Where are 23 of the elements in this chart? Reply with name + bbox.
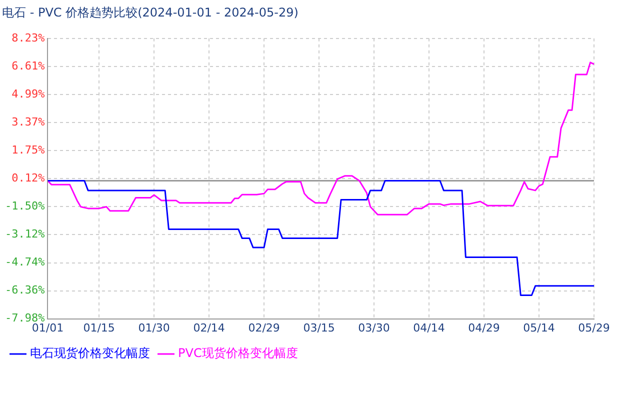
- y-tick-label: 1.75%: [12, 143, 46, 156]
- y-tick-label: -1.50%: [4, 200, 46, 213]
- y-tick-label: 4.99%: [12, 87, 46, 100]
- chart-title: 电石 - PVC 价格趋势比较(2024-01-01 - 2024-05-29): [2, 5, 298, 20]
- y-tick-label: -3.12%: [4, 228, 46, 241]
- x-tick-label: 05/29: [578, 321, 610, 334]
- x-tick-label: 02/14: [193, 321, 225, 334]
- y-tick-label: -6.36%: [4, 284, 46, 297]
- x-tick-label: 05/14: [523, 321, 555, 334]
- legend-label: 电石现货价格变化幅度: [30, 346, 150, 360]
- x-tick-label: 04/14: [413, 321, 445, 334]
- x-tick-label: 04/29: [468, 321, 500, 334]
- y-tick-label: 0.12%: [12, 172, 46, 185]
- y-tick-label: -4.74%: [4, 256, 46, 269]
- x-tick-label: 01/15: [83, 321, 115, 334]
- x-tick-label: 03/15: [303, 321, 335, 334]
- x-tick-label: 01/30: [138, 321, 170, 334]
- x-tick-label: 03/30: [358, 321, 390, 334]
- x-tick-label: 02/29: [248, 321, 280, 334]
- legend-label: PVC现货价格变化幅度: [178, 346, 298, 360]
- y-tick-label: 8.23%: [12, 31, 46, 44]
- y-tick-label: 3.37%: [12, 115, 46, 128]
- y-tick-label: 6.61%: [12, 59, 46, 72]
